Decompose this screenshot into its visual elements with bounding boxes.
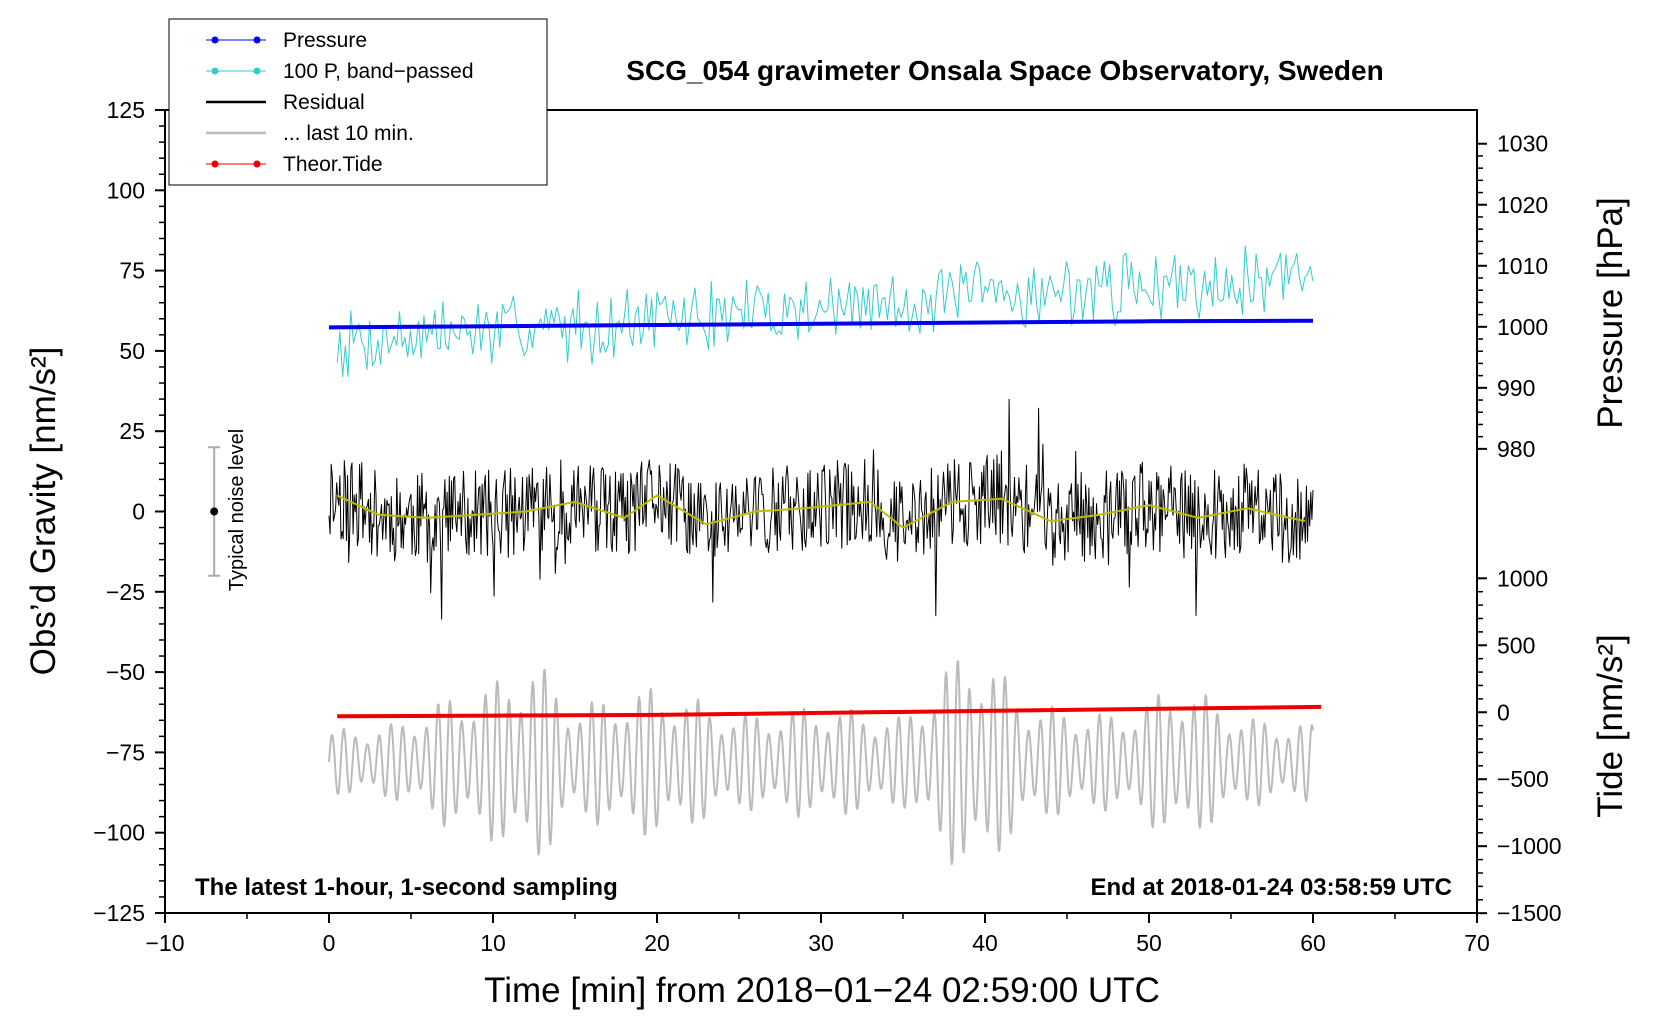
legend-label: Pressure <box>283 29 367 52</box>
legend: Pressure 100 P, band−passed Residual ... la… <box>168 18 548 186</box>
legend-swatch-marker <box>211 160 219 168</box>
y-axis-label-left: Obs’d Gravity [nm/s²] <box>24 347 63 676</box>
pressure-tick-label: 980 <box>1497 436 1535 462</box>
legend-swatch-marker <box>253 160 261 168</box>
data-layer <box>328 245 1322 865</box>
x-tick-label: 70 <box>1464 930 1490 956</box>
tide-tick-label: −1500 <box>1497 900 1562 926</box>
pressure-tick-label: 1000 <box>1497 314 1548 340</box>
last10min-line <box>328 660 1314 865</box>
y-tick-label: 125 <box>107 97 145 123</box>
tide-tick-label: 0 <box>1497 699 1510 725</box>
x-axis-label: Time [min] from 2018−01−24 02:59:00 UTC <box>484 971 1160 1010</box>
y-tick-label: 75 <box>119 258 145 284</box>
y-tick-label: 100 <box>107 177 145 203</box>
noise-center-dot <box>210 507 219 516</box>
legend-swatch-marker <box>253 36 261 44</box>
tide-tick-label: 500 <box>1497 632 1535 658</box>
x-tick-label: 30 <box>808 930 834 956</box>
x-axis: −10 0 10 20 30 40 50 60 70 <box>145 913 1490 956</box>
pressure-tick-label: 990 <box>1497 375 1535 401</box>
pressure-tick-label: 1020 <box>1497 192 1548 218</box>
y-tick-label: −50 <box>106 659 145 685</box>
legend-label: Theor.Tide <box>283 153 383 176</box>
legend-label: ... last 10 min. <box>283 122 414 145</box>
y-axis-left: −125 −100 −75 −50 −25 0 25 50 75 100 125 <box>93 97 165 926</box>
noise-indicator <box>208 446 221 577</box>
legend-swatch-marker <box>211 36 219 44</box>
residual-line <box>328 398 1314 620</box>
plot-frame <box>164 109 1478 914</box>
annotation-left: The latest 1-hour, 1-second sampling <box>195 874 618 901</box>
legend-label: 100 P, band−passed <box>283 60 474 83</box>
noise-indicator-label: Typical noise level <box>226 429 248 591</box>
pressure-line <box>328 318 1314 330</box>
legend-label: Residual <box>283 91 365 114</box>
residual-smoothed-line <box>336 494 1306 529</box>
tide-tick-label: 1000 <box>1497 565 1548 591</box>
x-tick-label: 0 <box>323 930 336 956</box>
tide-line <box>337 704 1322 719</box>
pressure-tick-label: 1030 <box>1497 131 1548 157</box>
x-tick-label: 40 <box>972 930 998 956</box>
x-tick-label: 50 <box>1136 930 1162 956</box>
y-axis-pressure: 980 990 1000 1010 1020 1030 <box>1477 131 1548 462</box>
y-axis-tide: −1500 −1000 −500 0 500 1000 <box>1477 565 1562 926</box>
y-tick-label: 50 <box>119 338 145 364</box>
y-tick-label: −75 <box>106 739 145 765</box>
chart-title: SCG_054 gravimeter Onsala Space Observat… <box>626 55 1383 86</box>
y-axis-label-pressure: Pressure [hPa] <box>1591 197 1630 429</box>
y-tick-label: −100 <box>93 820 145 846</box>
y-axis-label-tide: Tide [nm/s²] <box>1591 634 1630 817</box>
x-tick-label: 60 <box>1300 930 1326 956</box>
x-tick-label: −10 <box>145 930 184 956</box>
y-tick-label: −125 <box>93 900 145 926</box>
y-tick-label: 25 <box>119 418 145 444</box>
x-tick-label: 20 <box>644 930 670 956</box>
pressure-tick-label: 1010 <box>1497 253 1548 279</box>
y-tick-label: −25 <box>106 579 145 605</box>
x-tick-label: 10 <box>480 930 506 956</box>
legend-swatch-marker <box>211 67 219 75</box>
bandpassed-pressure-line <box>336 245 1314 378</box>
tide-tick-label: −1000 <box>1497 833 1562 859</box>
legend-swatch-marker <box>253 67 261 75</box>
y-tick-label: 0 <box>132 499 145 525</box>
tide-tick-label: −500 <box>1497 766 1549 792</box>
annotation-right: End at 2018-01-24 03:58:59 UTC <box>1091 874 1453 901</box>
